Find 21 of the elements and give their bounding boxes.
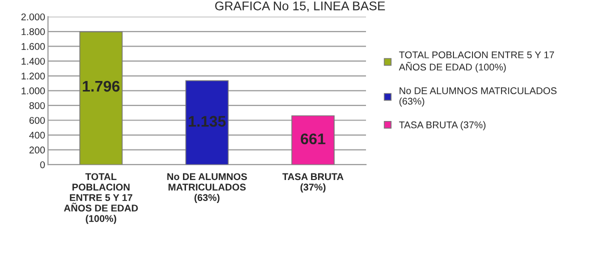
legend-label: TASA BRUTA (37%) xyxy=(399,121,486,130)
legend-label: TOTAL POBLACION ENTRE 5 Y 17 AÑOS DE EDAD (100%) xyxy=(398,51,554,72)
y-tick-label: 1.600 xyxy=(22,43,45,50)
y-tick-label: 800 xyxy=(29,102,45,110)
y-tick-label: 600 xyxy=(29,116,45,124)
y-tick-label: 1.400 xyxy=(22,58,45,65)
y-tick-label: 2.000 xyxy=(21,13,45,20)
y-tick-label: 400 xyxy=(29,132,45,139)
x-tick-label: No DE ALUMNOS MATRICULADOS (63%) xyxy=(167,173,247,203)
data-label: 1.135 xyxy=(188,116,226,127)
y-tick-label: 0 xyxy=(40,161,45,168)
y-tick-label: 1.800 xyxy=(22,28,45,36)
data-label: 661 xyxy=(300,133,326,144)
data-label: 1.796 xyxy=(82,80,120,92)
x-tick-label: TOTAL POBLACION ENTRE 5 Y 17 AÑOS DE EDAD (100%) xyxy=(64,173,138,224)
y-tick-label: 1.200 xyxy=(22,72,45,80)
chart-title: GRAFICA No 15, LINEA BASE xyxy=(215,1,385,12)
y-tick-label: 1.000 xyxy=(22,87,45,94)
y-tick-label: 200 xyxy=(29,146,45,154)
x-tick-label: TASA BRUTA (37%) xyxy=(282,173,344,192)
legend-label: No DE ALUMNOS MATRICULADOS (63%) xyxy=(399,87,557,107)
